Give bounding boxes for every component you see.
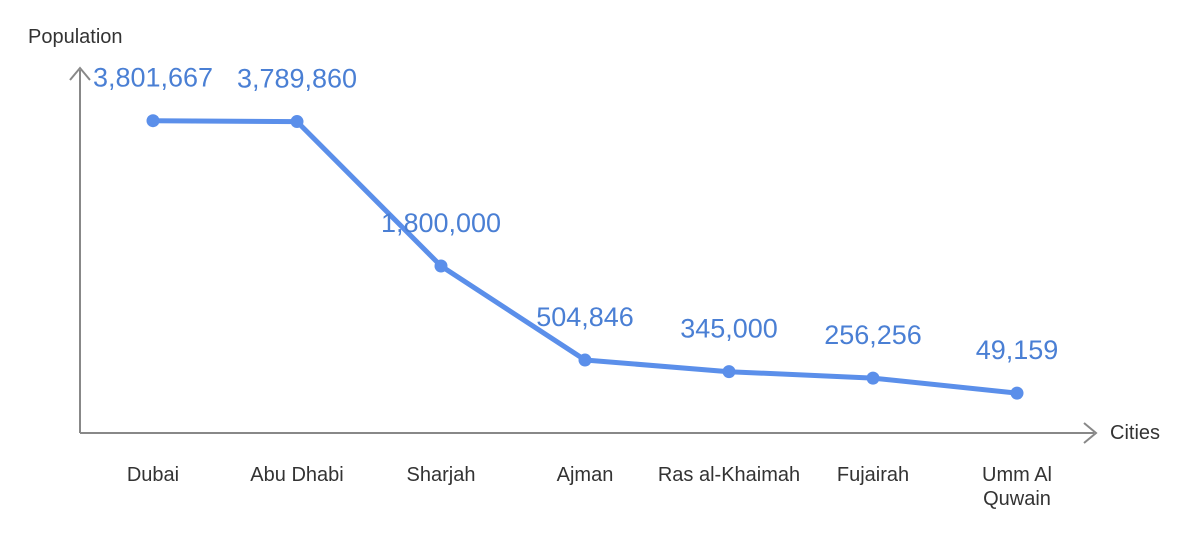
x-tick-label-line: Umm Al bbox=[982, 464, 1052, 486]
data-point bbox=[722, 365, 736, 379]
x-tick-label: Fujairah bbox=[837, 464, 909, 486]
data-point bbox=[866, 371, 880, 385]
x-tick-label-line: Quwain bbox=[983, 488, 1051, 510]
axes: Population Cities bbox=[28, 26, 1160, 444]
data-point bbox=[434, 259, 448, 273]
data-label: 1,800,000 bbox=[381, 208, 501, 238]
data-label: 504,846 bbox=[536, 302, 634, 332]
data-point bbox=[1010, 386, 1024, 400]
data-point bbox=[290, 115, 304, 129]
data-point bbox=[146, 114, 160, 128]
x-axis-arrow-icon bbox=[1083, 422, 1098, 444]
x-tick-label: Umm Al Quwain bbox=[982, 464, 1052, 510]
x-axis-title: Cities bbox=[1110, 422, 1160, 444]
x-tick-label: Sharjah bbox=[407, 464, 476, 486]
x-tick-label: Dubai bbox=[127, 464, 179, 486]
x-tick-label: Ras al-Khaimah bbox=[658, 464, 800, 486]
x-tick-label: Ajman bbox=[557, 464, 614, 486]
data-label: 49,159 bbox=[976, 335, 1059, 365]
x-tick-label-line: Fujairah bbox=[837, 464, 909, 486]
data-label: 3,789,860 bbox=[237, 64, 357, 94]
x-tick-label-line: Abu Dhabi bbox=[250, 464, 343, 486]
data-point bbox=[578, 353, 592, 367]
x-tick-label-line: Ajman bbox=[557, 464, 614, 486]
x-tick-label-line: Dubai bbox=[127, 464, 179, 486]
y-axis-title: Population bbox=[28, 26, 123, 48]
x-tick-labels: Dubai Abu Dhabi Sharjah Ajman Ras al-Khaimah… bbox=[127, 464, 1052, 510]
data-label: 3,801,667 bbox=[93, 63, 213, 93]
x-tick-label: Abu Dhabi bbox=[250, 464, 343, 486]
x-tick-label-line: Ras al-Khaimah bbox=[658, 464, 800, 486]
data-label: 345,000 bbox=[680, 314, 778, 344]
y-axis-arrow-icon bbox=[69, 66, 91, 81]
series-group: 3,801,667 3,789,860 1,800,000 504,846 345,00… bbox=[93, 63, 1058, 400]
series-line bbox=[150, 118, 1020, 396]
data-label: 256,256 bbox=[824, 320, 922, 350]
x-tick-label-line: Sharjah bbox=[407, 464, 476, 486]
